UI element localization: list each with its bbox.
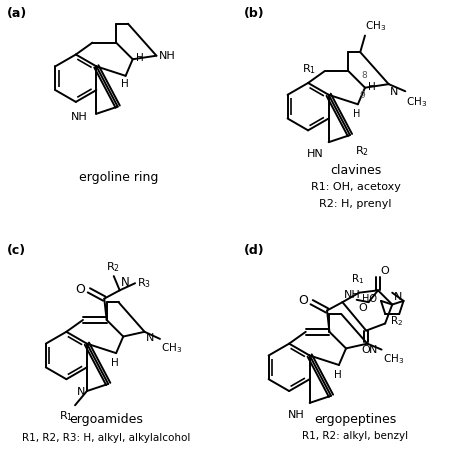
Text: 9: 9 [359,91,365,100]
Text: (c): (c) [7,244,26,257]
Text: HN: HN [307,149,324,159]
Text: R$_1$: R$_1$ [302,62,316,76]
Text: H: H [111,358,119,368]
Text: R$_2$: R$_2$ [106,260,119,274]
Text: H: H [368,82,375,91]
Text: N: N [393,292,402,301]
Text: CH$_3$: CH$_3$ [365,19,387,33]
Text: CH$_3$: CH$_3$ [161,341,182,355]
Text: CH$_3$: CH$_3$ [383,352,404,366]
Text: 8: 8 [361,72,367,80]
Text: O: O [362,345,371,356]
Text: R1, R2: alkyl, benzyl: R1, R2: alkyl, benzyl [302,431,409,441]
Text: ergopeptines: ergopeptines [314,413,397,426]
Text: NH: NH [71,112,88,122]
Text: (a): (a) [7,7,27,20]
Text: NH: NH [344,290,360,301]
Text: O: O [381,266,390,276]
Text: (d): (d) [244,244,265,257]
Text: O: O [75,283,85,296]
Text: H: H [334,370,342,380]
Text: R$_1$: R$_1$ [59,409,73,423]
Text: O: O [298,294,308,308]
Text: ergoamides: ergoamides [70,413,144,426]
Text: R1: OH, acetoxy: R1: OH, acetoxy [310,182,401,192]
Text: R$_1$: R$_1$ [351,272,365,285]
Text: R$_2$: R$_2$ [355,145,369,158]
Text: N: N [369,345,377,355]
Text: R$_3$: R$_3$ [137,276,151,290]
Text: R$_2$: R$_2$ [390,314,403,328]
Text: H: H [353,109,360,119]
Text: O: O [358,303,367,313]
Text: clavines: clavines [330,164,381,177]
Text: N: N [121,276,129,289]
Text: CH$_3$: CH$_3$ [407,95,428,109]
Text: R1, R2, R3: H, alkyl, alkylalcohol: R1, R2, R3: H, alkyl, alkylalcohol [22,433,191,444]
Text: (b): (b) [244,7,265,20]
Text: H: H [120,79,128,90]
Text: N: N [77,387,86,397]
Text: H: H [136,53,143,63]
Text: N: N [390,87,398,97]
Text: NH: NH [288,410,305,420]
Text: R2: H, prenyl: R2: H, prenyl [319,199,392,209]
Text: ergoline ring: ergoline ring [79,171,158,184]
Text: NH: NH [159,51,176,61]
Text: HO: HO [362,293,377,304]
Text: N: N [146,333,154,343]
